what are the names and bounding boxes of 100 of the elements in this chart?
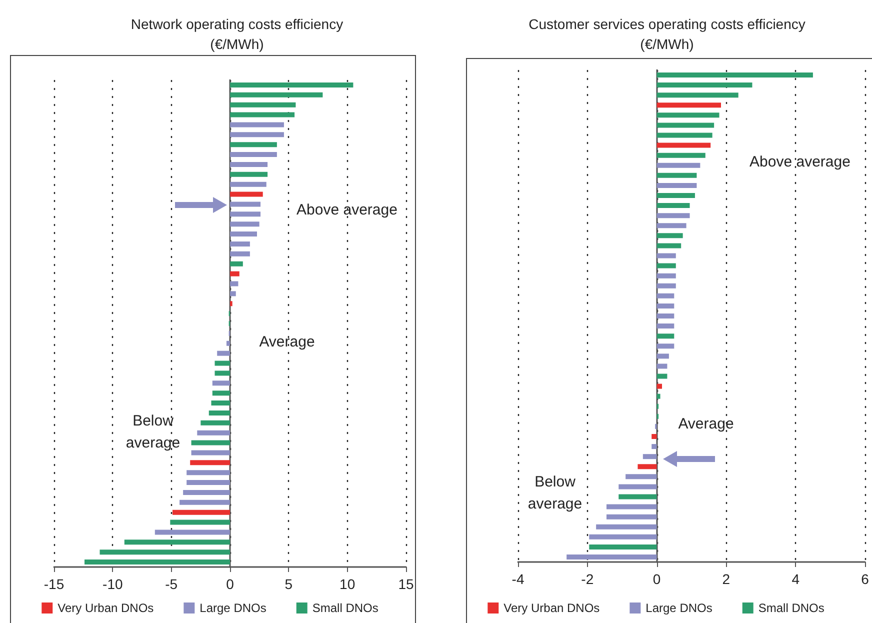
- legend-label: Very Urban DNOs: [504, 601, 600, 615]
- bar: [230, 261, 243, 266]
- bar: [656, 223, 686, 228]
- bar: [230, 112, 295, 118]
- bar: [230, 122, 284, 128]
- x-tick-label: 0: [652, 571, 661, 587]
- bar: [211, 400, 230, 406]
- bar: [212, 380, 230, 386]
- bar: [100, 550, 230, 555]
- bar: [656, 293, 674, 298]
- bar: [656, 213, 690, 218]
- bar: [656, 253, 676, 258]
- bar: [656, 314, 674, 318]
- annotation: Below average: [528, 474, 582, 512]
- bar: [656, 354, 669, 359]
- bar: [656, 273, 676, 278]
- annotation: Average: [678, 416, 734, 432]
- bar: [656, 82, 752, 88]
- legend-label: Very Urban DNOs: [58, 601, 154, 615]
- annotation: Below average: [126, 412, 180, 452]
- bar: [656, 324, 674, 329]
- bar: [217, 350, 230, 356]
- chart-subtitle: (€/MWh): [640, 36, 694, 52]
- annotation: Above average: [296, 202, 398, 218]
- x-tick-label: 0: [226, 576, 234, 592]
- bar: [197, 430, 230, 436]
- bar: [656, 303, 674, 308]
- bar: [230, 212, 261, 217]
- bar: [656, 102, 721, 108]
- bar: [124, 540, 230, 545]
- bar: [230, 232, 257, 237]
- bar: [589, 534, 657, 540]
- bar: [230, 241, 250, 246]
- bar: [626, 474, 657, 480]
- bar: [656, 263, 676, 268]
- bar: [180, 500, 230, 505]
- bar: [638, 464, 657, 470]
- bar: [652, 444, 657, 450]
- chart-subtitle: (€/MWh): [210, 36, 264, 52]
- bar: [656, 142, 711, 148]
- bar: [642, 454, 657, 460]
- bar: [230, 182, 266, 187]
- bar: [656, 122, 714, 128]
- x-tick-label: 15: [398, 576, 414, 592]
- x-tick-label: 10: [340, 576, 356, 592]
- x-tick-label: 5: [284, 576, 293, 592]
- x-tick-label: -5: [165, 576, 178, 592]
- bar: [656, 132, 712, 138]
- bar: [606, 504, 657, 510]
- bar: [186, 480, 230, 486]
- bar: [652, 434, 657, 439]
- bar: [656, 394, 660, 399]
- bar: [656, 334, 674, 339]
- bar: [656, 112, 720, 118]
- bar: [190, 460, 230, 466]
- x-tick-label: 4: [792, 571, 800, 587]
- x-tick-label: 2: [722, 571, 730, 587]
- bar: [208, 410, 230, 416]
- chart-title: Customer services operating costs efficiency: [528, 16, 806, 32]
- bar: [84, 560, 230, 565]
- bar: [191, 440, 230, 446]
- bar: [606, 514, 657, 520]
- bar: [656, 162, 700, 168]
- bar: [656, 344, 674, 349]
- bar: [191, 450, 230, 456]
- bar: [200, 420, 230, 426]
- bar: [656, 92, 738, 98]
- annotation: Average: [259, 334, 315, 350]
- bar: [170, 520, 230, 525]
- bar: [230, 172, 268, 177]
- bar: [656, 384, 662, 389]
- bar: [154, 530, 230, 535]
- bar: [656, 72, 813, 78]
- bar: [226, 340, 230, 346]
- bar: [230, 192, 263, 197]
- bar: [230, 251, 250, 256]
- bar: [230, 152, 277, 158]
- legend-label: Large DNOs: [646, 601, 712, 615]
- bar: [186, 470, 230, 476]
- bar: [230, 202, 261, 207]
- bar: [656, 364, 668, 369]
- annotation: Above average: [750, 154, 850, 170]
- bar: [230, 271, 240, 276]
- x-tick-label: 6: [861, 571, 870, 587]
- bar: [230, 162, 268, 167]
- bar: [656, 182, 697, 188]
- x-tick-label: -15: [44, 576, 64, 592]
- bar: [214, 360, 230, 366]
- bar: [656, 203, 690, 208]
- bar: [230, 281, 238, 286]
- bar: [656, 243, 682, 248]
- legend-label: Small DNOs: [312, 601, 378, 615]
- bar: [656, 233, 683, 238]
- legend-label: Large DNOs: [200, 601, 266, 615]
- bar: [214, 370, 230, 376]
- bar: [230, 92, 323, 98]
- legend-label: Small DNOs: [758, 601, 824, 615]
- x-tick-label: -10: [102, 576, 123, 592]
- bar: [172, 510, 230, 515]
- bar: [230, 102, 296, 108]
